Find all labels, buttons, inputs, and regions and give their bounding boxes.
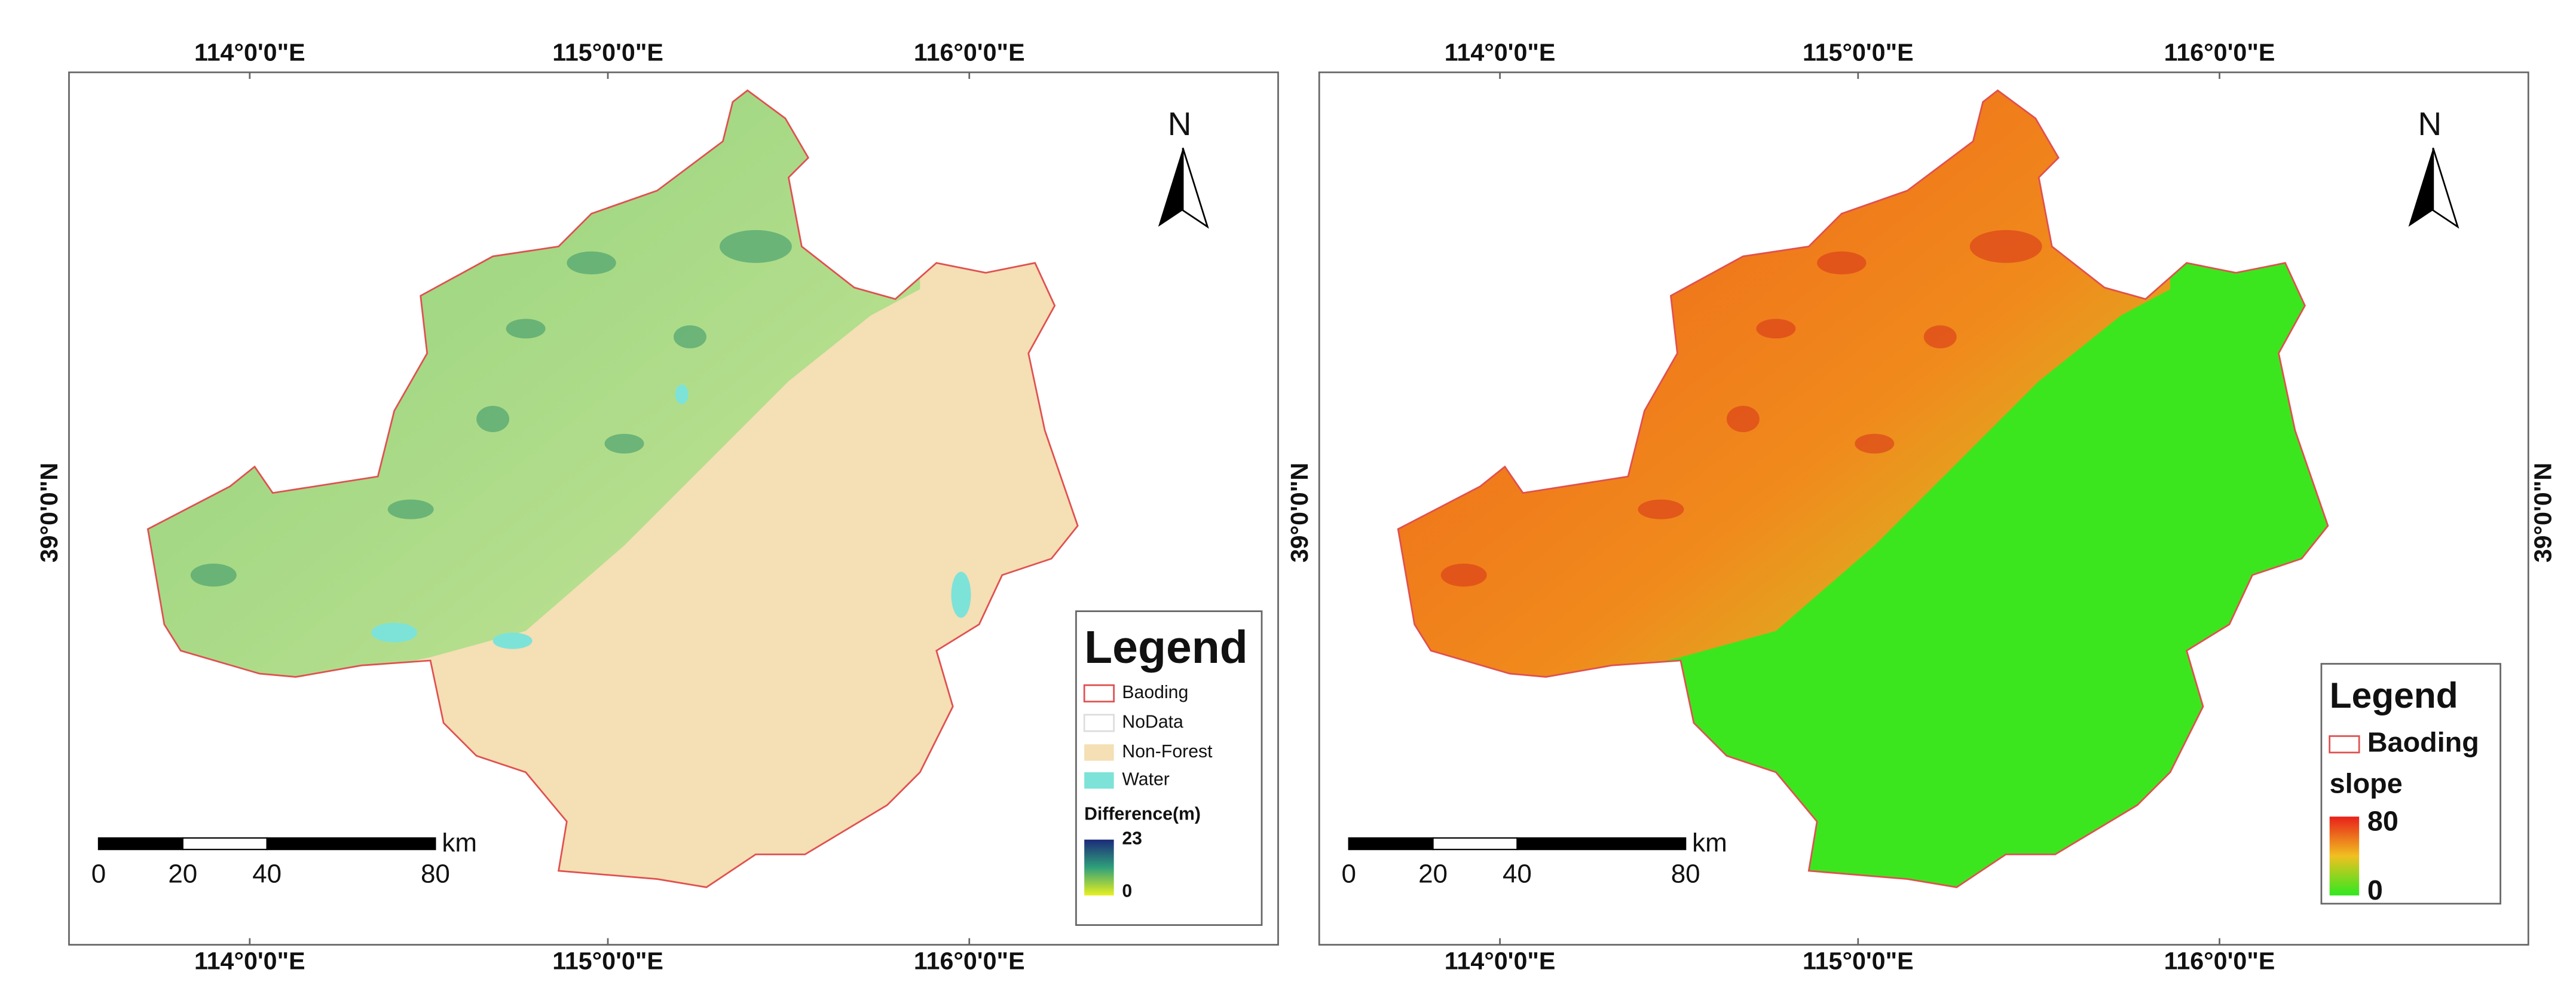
boundary	[1397, 89, 2329, 888]
scale-segment	[1516, 837, 1687, 851]
scale-label: 0	[1341, 860, 1356, 889]
bottom-label: 114°0'0"E	[1445, 947, 1556, 975]
ramp-min: 0	[1122, 882, 1132, 901]
scale-label: 20	[1418, 860, 1448, 889]
terrain-patch	[1638, 499, 1684, 519]
legend-swatch	[2329, 735, 2360, 754]
terrain-patch	[476, 405, 510, 432]
terrain-patch	[567, 251, 616, 275]
north-arrow-left	[1158, 148, 1183, 227]
bottom-label: 115°0'0"E	[1803, 947, 1914, 975]
top-label: 115°0'0"E	[552, 39, 663, 66]
ramp-title: Difference(m)	[1084, 804, 1201, 824]
scale-label: 80	[421, 860, 450, 889]
ramp	[1084, 839, 1114, 896]
map-panel: 114°0'0"E 115°0'0"E 116°0'0"E 114°0'0"E 115°…	[1286, 39, 2557, 975]
legend-swatch	[1083, 714, 1115, 732]
scale-segment	[182, 837, 268, 851]
scale-label: 0	[91, 860, 106, 889]
left-label: 39°0'0"N	[1286, 463, 1313, 562]
top-label: 114°0'0"E	[1445, 39, 1556, 66]
north-label: N	[2418, 105, 2442, 142]
legend-swatch	[1084, 772, 1114, 789]
scale-label: 80	[1671, 860, 1700, 889]
ramp-max: 23	[1122, 829, 1142, 849]
terrain-patch	[506, 319, 546, 339]
water-patch	[675, 384, 689, 405]
terrain-patch	[1923, 325, 1957, 348]
top-label: 116°0'0"E	[2164, 39, 2275, 66]
north-arrow-right	[1182, 148, 1209, 229]
ramp	[2329, 816, 2360, 896]
scale-unit: km	[442, 828, 477, 858]
terrain-patch	[190, 563, 237, 587]
north-arrow-left	[2408, 148, 2433, 227]
scale-label: 40	[1503, 860, 1532, 889]
scale-segment	[97, 837, 183, 851]
legend-title: Legend	[1084, 622, 1248, 673]
terrain-patch	[1817, 251, 1867, 275]
scale-label: 20	[168, 860, 197, 889]
legend-title: Legend	[2330, 675, 2458, 715]
terrain-patch	[1565, 374, 1592, 414]
terrain-patch	[315, 374, 342, 414]
terrain-patch	[604, 433, 644, 454]
north-label: N	[1168, 105, 1192, 142]
top-label: 116°0'0"E	[914, 39, 1025, 66]
legend-item: Water	[1122, 770, 1169, 790]
water-patch	[371, 622, 418, 643]
scale-segment	[1432, 837, 1518, 851]
legend-item: Baoding	[2367, 727, 2479, 758]
top-label: 114°0'0"E	[194, 39, 305, 66]
terrain-patch	[1756, 319, 1796, 339]
bottom-label: 114°0'0"E	[194, 947, 305, 975]
ramp-max: 80	[2367, 806, 2398, 837]
bottom-label: 116°0'0"E	[2164, 947, 2275, 975]
legend-item: Baoding	[1122, 683, 1188, 702]
map-frame	[1318, 71, 2529, 946]
legend-swatch	[1083, 684, 1115, 703]
right-label: 39°0'0"N	[2529, 463, 2557, 562]
scale-segment	[266, 837, 436, 851]
legend-item: NoData	[1122, 712, 1183, 732]
scale-unit: km	[1692, 828, 1727, 858]
left-label: 39°0'0"N	[35, 463, 63, 562]
terrain-patch	[1855, 433, 1895, 454]
terrain-patch	[387, 499, 434, 519]
terrain-patch	[673, 325, 706, 348]
ramp-title: slope	[2330, 767, 2403, 799]
bottom-label: 116°0'0"E	[914, 947, 1025, 975]
scale-segment	[1348, 837, 1434, 851]
water-patch	[492, 632, 533, 649]
bottom-label: 115°0'0"E	[552, 947, 663, 975]
legend-swatch	[1084, 744, 1114, 761]
water-patch	[951, 571, 971, 618]
terrain-patch	[1726, 405, 1760, 432]
scale-label: 40	[252, 860, 282, 889]
terrain-patch	[1969, 230, 2042, 263]
terrain-patch	[719, 230, 792, 263]
legend-item: Non-Forest	[1122, 742, 1213, 762]
legend-box	[1075, 610, 1263, 926]
ramp-min: 0	[2367, 874, 2383, 906]
top-label: 115°0'0"E	[1803, 39, 1914, 66]
map-panel: 114°0'0"E 115°0'0"E 116°0'0"E 114°0'0"E 115°…	[35, 39, 1279, 975]
boundary	[146, 89, 1079, 888]
terrain-patch	[1440, 563, 1487, 587]
map-frame	[68, 71, 1279, 946]
north-arrow-right	[2432, 148, 2459, 229]
